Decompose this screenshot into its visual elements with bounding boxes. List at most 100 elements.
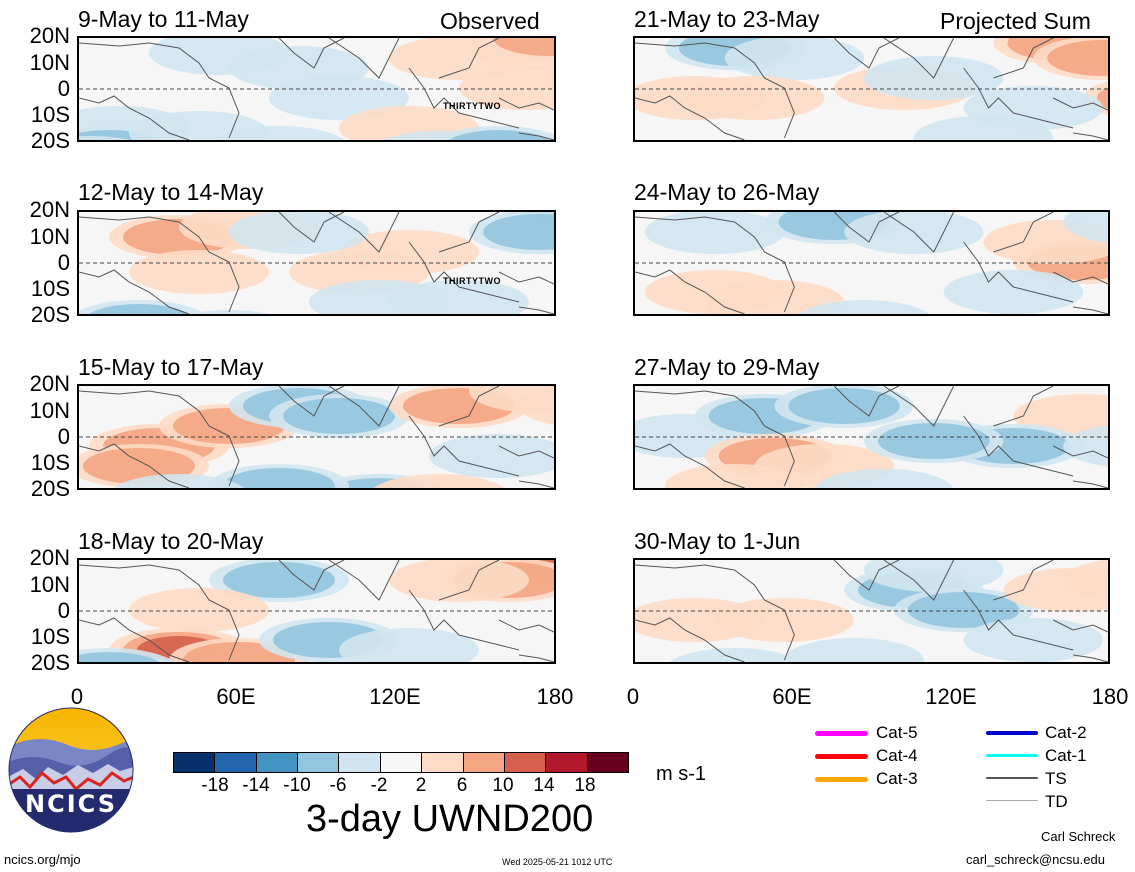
field-contour	[943, 270, 1084, 314]
colorbar-box	[503, 753, 546, 772]
lon-label: 0	[626, 684, 640, 709]
colorbar-tick: 14	[533, 775, 555, 796]
coastline	[1053, 445, 1108, 459]
coastline	[635, 390, 795, 487]
lat-label: 10S	[30, 624, 70, 649]
coastline	[993, 212, 1054, 253]
coastline	[993, 560, 1054, 601]
coastline	[518, 654, 554, 662]
lat-label: 10N	[29, 50, 70, 75]
coastline	[498, 271, 554, 285]
coastline	[1073, 132, 1108, 140]
ncics-logo	[8, 707, 134, 833]
footer-email[interactable]: carl_schreck@ncsu.edu	[966, 852, 1105, 867]
coastline	[518, 480, 554, 488]
coastline	[79, 617, 190, 662]
colorbar-units: m s-1	[656, 763, 706, 785]
field-contour	[188, 310, 270, 314]
field-contour	[814, 469, 953, 488]
lat-label: 10S	[30, 276, 70, 301]
coastline	[635, 564, 795, 661]
coastline	[1073, 654, 1108, 662]
coastline	[993, 386, 1054, 427]
panel-title-p2: 12-May to 14-May	[78, 179, 264, 205]
lat-label: 0	[57, 76, 70, 101]
field-p4	[79, 560, 554, 662]
field-contour	[429, 434, 554, 478]
field-contour	[684, 76, 825, 120]
lat-label: 20N	[29, 545, 70, 570]
field-contour	[389, 560, 529, 602]
field-contour	[799, 300, 929, 314]
lon-label: 60E	[216, 684, 256, 709]
field-contour	[907, 592, 1020, 628]
coastline	[1053, 619, 1108, 633]
storm-label-p2: THIRTYTWO	[443, 276, 501, 286]
lat-label: 20S	[30, 650, 70, 675]
lon-label: 180	[536, 684, 574, 709]
coastline	[963, 415, 1074, 477]
coastline	[963, 241, 1074, 303]
colorbar-tick: 10	[492, 775, 514, 796]
panel-title-p6: 24-May to 26-May	[634, 179, 820, 205]
lon-label: 120E	[369, 684, 421, 709]
map-panel-p5	[633, 36, 1110, 142]
coastline	[408, 67, 520, 129]
field-p3	[79, 386, 554, 488]
field-contour	[493, 38, 554, 56]
colorbar-tick: 18	[574, 775, 596, 796]
coastline	[635, 42, 795, 139]
main-title: 3-day UWND200	[306, 798, 594, 840]
field-contour	[519, 386, 554, 426]
field-contour	[1063, 212, 1108, 243]
field-contour	[664, 464, 805, 488]
field-contour	[229, 212, 369, 254]
field-p1	[79, 38, 554, 140]
legend-swatch-cat5	[815, 731, 868, 736]
field-contour	[784, 638, 924, 662]
lat-label: 0	[57, 598, 70, 623]
coastline	[79, 564, 240, 661]
colorbar-box	[214, 753, 256, 772]
legend-label-cat3: Cat-3	[876, 769, 918, 788]
field-p6	[635, 212, 1108, 314]
colorbar-box	[421, 753, 463, 772]
field-contour	[788, 388, 900, 424]
legend-swatch-cat2	[986, 731, 1038, 735]
coastline	[79, 216, 240, 313]
field-contour	[864, 560, 1004, 592]
coastline	[1053, 271, 1108, 285]
field-contour	[129, 588, 269, 632]
coastline	[635, 95, 745, 140]
coastline	[498, 445, 554, 459]
colorbar-tick: -10	[283, 775, 311, 796]
colorbar-tick: -14	[242, 775, 270, 796]
coastline	[833, 212, 900, 243]
lat-label: 10N	[29, 398, 70, 423]
field-contour	[448, 130, 550, 140]
legend-swatch-td	[986, 800, 1038, 801]
colorbar	[173, 752, 629, 773]
coastline	[408, 589, 520, 651]
coastline	[518, 132, 554, 140]
coastline	[408, 241, 520, 303]
field-contour	[913, 116, 1054, 140]
legend-label-cat2: Cat-2	[1045, 723, 1087, 742]
map-panel-p4	[77, 558, 556, 664]
field-contour	[113, 474, 245, 488]
legend-swatch-cat1	[986, 754, 1038, 757]
lat-label: 10N	[29, 224, 70, 249]
field-contour	[635, 598, 765, 642]
map-panel-p8	[633, 558, 1110, 664]
field-p5	[635, 38, 1108, 140]
coastline	[278, 560, 345, 591]
map-panel-p1	[77, 36, 556, 142]
coastline	[883, 386, 955, 427]
coastline	[328, 560, 400, 601]
footer-url[interactable]: ncics.org/mjo	[4, 852, 81, 867]
coastline	[438, 38, 500, 79]
legend-label-ts: TS	[1045, 769, 1067, 788]
coastline	[635, 617, 745, 662]
lat-label: 20N	[29, 23, 70, 48]
map-panel-p7	[633, 384, 1110, 490]
